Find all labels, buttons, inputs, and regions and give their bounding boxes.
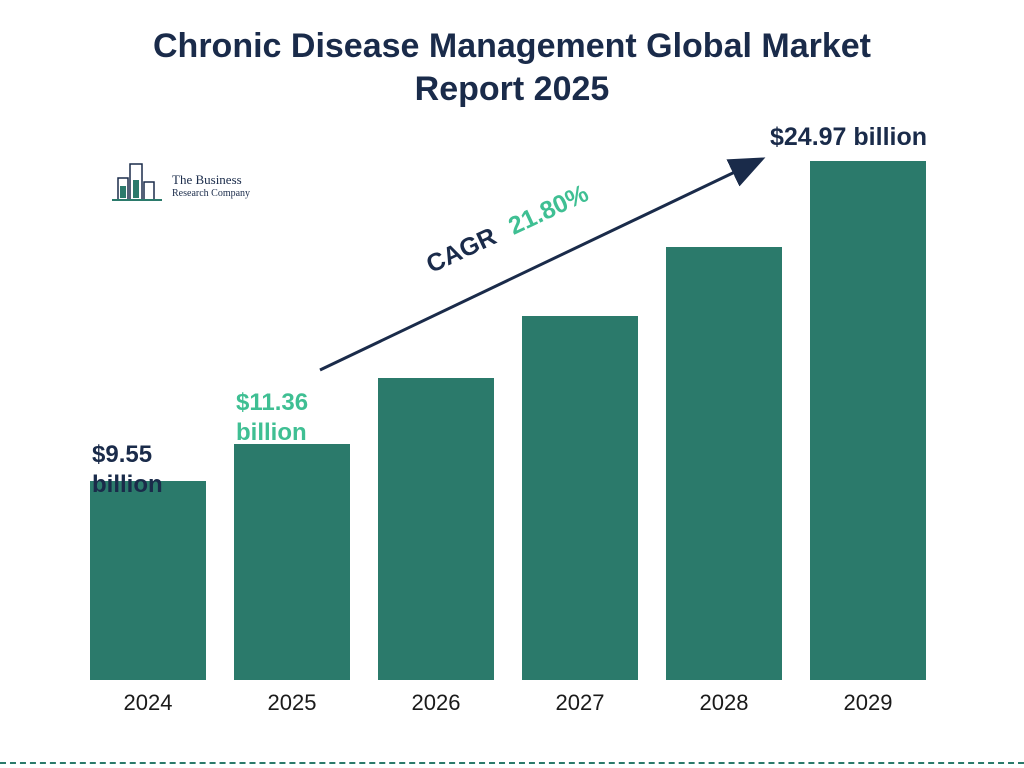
bar-2025 [234,444,350,680]
bar-2027 [522,316,638,680]
bottom-dashed-border [0,762,1024,764]
x-label-2025: 2025 [234,690,350,716]
chart-title: Chronic Disease Management Global Market… [0,25,1024,110]
x-label-2026: 2026 [378,690,494,716]
value-label: $11.36billion [236,388,308,448]
value-label: $24.97 billion [770,122,927,153]
bar-2028 [666,247,782,680]
x-label-2029: 2029 [810,690,926,716]
title-line2: Report 2025 [0,68,1024,111]
bar-2024 [90,481,206,680]
x-label-2027: 2027 [522,690,638,716]
title-line1: Chronic Disease Management Global Market [0,25,1024,68]
x-label-2024: 2024 [90,690,206,716]
x-label-2028: 2028 [666,690,782,716]
bar-2026 [378,378,494,680]
value-label: $9.55billion [92,440,163,500]
bar-2029 [810,161,926,680]
